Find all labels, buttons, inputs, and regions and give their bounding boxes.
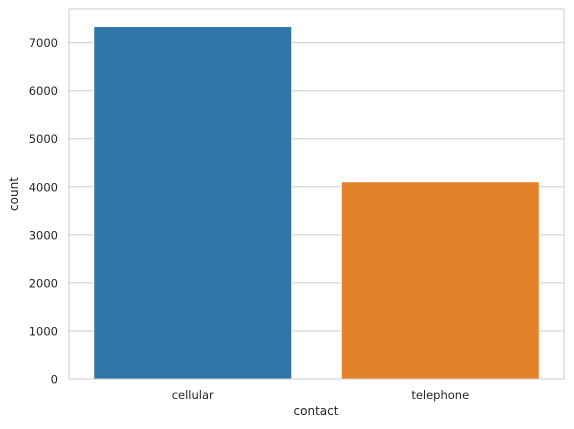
plot-frame [68,8,565,380]
y-tick-label: 4000 [29,180,58,194]
bar-cellular [93,26,293,380]
y-axis-label: count [7,177,21,211]
bar-telephone [340,181,540,380]
y-tick-label: 6000 [29,84,58,98]
y-tick-label: 1000 [29,324,58,338]
y-tick-label: 7000 [29,36,58,50]
x-tick-labels: cellular telephone [172,388,469,402]
x-tick-label-cellular: cellular [172,388,214,402]
y-tick-labels: 0 1000 2000 3000 4000 5000 6000 7000 [29,36,58,386]
bars [93,26,540,380]
y-tick-label: 2000 [29,276,58,290]
y-tick-label: 0 [51,373,58,387]
x-tick-label-telephone: telephone [411,388,469,402]
x-axis-label: contact [294,404,339,418]
y-tick-label: 5000 [29,132,58,146]
y-tick-label: 3000 [29,228,58,242]
